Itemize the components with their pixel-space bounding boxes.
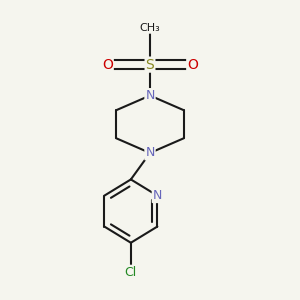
- Text: Cl: Cl: [125, 266, 137, 279]
- Text: O: O: [102, 58, 113, 72]
- Text: CH₃: CH₃: [140, 23, 160, 33]
- Text: N: N: [153, 189, 162, 202]
- Text: N: N: [145, 89, 155, 102]
- Text: N: N: [145, 146, 155, 159]
- Text: O: O: [187, 58, 198, 72]
- Text: S: S: [146, 58, 154, 72]
